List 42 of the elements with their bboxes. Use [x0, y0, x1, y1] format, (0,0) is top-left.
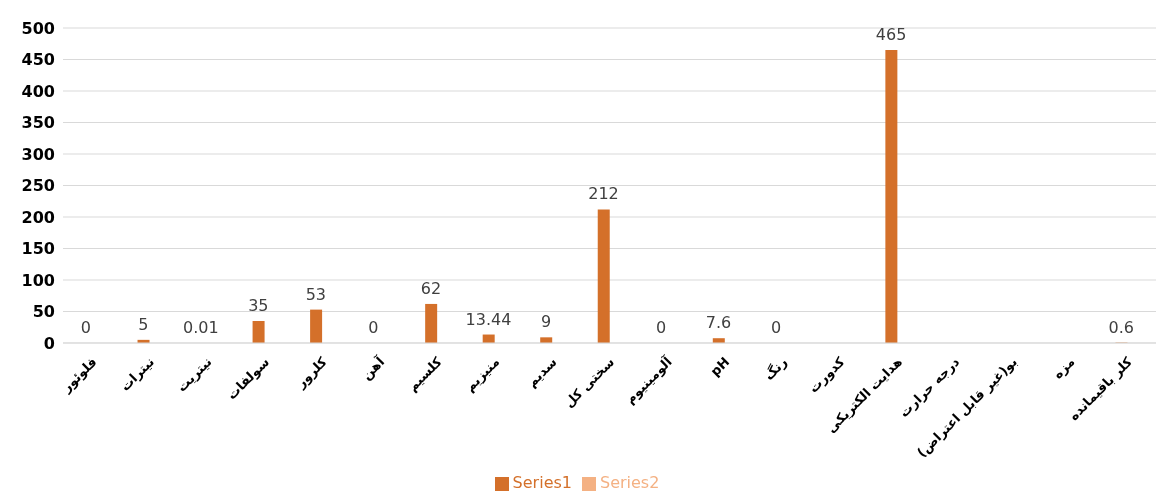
y-tick-label: 300 [21, 144, 55, 164]
data-label: 0 [368, 318, 379, 337]
y-tick-label: 200 [21, 207, 55, 227]
x-tick-label: کلرور [292, 353, 330, 392]
y-tick-label: 500 [21, 18, 55, 38]
x-tick-label: سولفات [223, 354, 273, 403]
x-tick-label: منیزیم [462, 354, 503, 395]
y-tick-label: 100 [21, 270, 55, 290]
legend-label: Series1 [512, 473, 572, 492]
y-tick-label: 150 [21, 239, 55, 259]
x-tick-label: رنگ [761, 354, 790, 383]
data-label: 5 [138, 314, 149, 334]
x-tick-label: سختی کل [561, 354, 618, 411]
data-label: 212 [588, 184, 619, 204]
data-label: 0.6 [1108, 317, 1134, 337]
data-label: 62 [420, 278, 442, 298]
data-label: 35 [248, 295, 269, 315]
data-label: 0 [770, 318, 782, 337]
data-label: 7.6 [705, 313, 732, 333]
y-tick-label: 250 [21, 176, 55, 196]
data-label: 0.01 [183, 317, 219, 337]
data-label: 53 [305, 284, 327, 304]
x-tick-label: کلسیم [404, 353, 445, 395]
x-tick-label: آهن [358, 353, 388, 383]
y-tick-label: 50 [32, 302, 55, 322]
y-tick-label: 400 [21, 81, 55, 101]
data-label: 465 [875, 25, 907, 45]
data-label: 0 [80, 318, 91, 337]
x-tick-label: نیتریت [174, 354, 215, 395]
data-label: 0 [655, 318, 667, 337]
x-tick-label: pH [707, 354, 733, 380]
y-tick-label: 450 [21, 50, 55, 70]
x-tick-label: نیترات [117, 354, 158, 394]
x-tick-label: مزه [1050, 354, 1078, 382]
x-tick-label: آلومینیوم [621, 353, 676, 408]
data-label: 13.44 [465, 309, 512, 329]
y-tick-label: 350 [21, 113, 55, 133]
x-tick-label: فلوئور [58, 354, 100, 396]
y-tick-label: 0 [43, 333, 55, 353]
x-tick-label: سدیم [524, 354, 560, 390]
legend-label: Series2 [600, 473, 660, 492]
data-label: 9 [540, 312, 552, 332]
